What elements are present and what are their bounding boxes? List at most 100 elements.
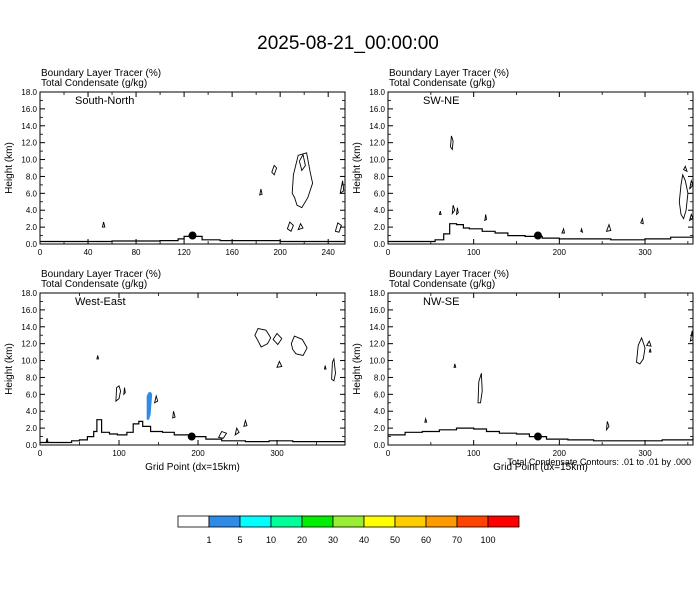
y-axis-label: Height (km) <box>4 142 15 194</box>
y-tick-label: 12.0 <box>21 139 37 148</box>
condensate-contour <box>217 430 228 439</box>
x-tick-label: 200 <box>553 449 567 458</box>
x-tick-label: 0 <box>386 248 391 257</box>
x-tick-label: 240 <box>322 248 336 257</box>
condensate-contour <box>438 210 442 215</box>
var2-label: Total Condensate (g/kg) <box>389 78 495 89</box>
var2-label: Total Condensate (g/kg) <box>41 78 147 89</box>
condensate-contour <box>101 221 106 228</box>
y-tick-label: 0.0 <box>374 240 386 249</box>
y-tick-label: 18.0 <box>369 88 385 97</box>
y-tick-label: 4.0 <box>26 206 38 215</box>
y-tick-label: 6.0 <box>374 189 386 198</box>
location-marker <box>533 432 542 441</box>
y-tick-label: 16.0 <box>21 306 37 315</box>
y-tick-label: 6.0 <box>374 390 386 399</box>
condensate-contour <box>339 180 345 195</box>
x-tick-label: 200 <box>273 248 287 257</box>
x-tick-label: 40 <box>84 248 93 257</box>
y-tick-label: 10.0 <box>369 357 385 366</box>
condensate-contour <box>455 207 459 216</box>
var1-label: Boundary Layer Tracer (%) <box>389 68 509 79</box>
panel-label: South-North <box>75 95 134 107</box>
condensate-contour <box>45 438 49 443</box>
x-tick-label: 300 <box>638 248 652 257</box>
y-tick-label: 8.0 <box>26 172 38 181</box>
y-tick-label: 2.0 <box>26 424 38 433</box>
colorbar-swatch <box>177 515 210 528</box>
colorbar-swatch <box>487 515 520 528</box>
plot-frame <box>387 91 694 245</box>
colorbar-swatch <box>456 515 489 528</box>
x-tick-label: 300 <box>638 449 652 458</box>
y-tick-label: 0.0 <box>26 240 38 249</box>
colorbar-label: 40 <box>359 535 369 545</box>
condensate-contour <box>450 135 454 151</box>
terrain-line <box>388 427 694 442</box>
x-tick-label: 160 <box>225 248 239 257</box>
colorbar-swatch <box>301 515 334 528</box>
colorbar-swatch <box>208 515 241 528</box>
y-tick-label: 18.0 <box>369 289 385 298</box>
condensate-contour <box>484 214 487 222</box>
y-tick-label: 8.0 <box>26 373 38 382</box>
y-tick-label: 2.0 <box>374 424 386 433</box>
plot-frame <box>387 292 694 446</box>
y-tick-label: 10.0 <box>369 156 385 165</box>
y-tick-label: 2.0 <box>374 223 386 232</box>
condensate-contour <box>243 418 248 428</box>
contour-note: Total Condensate Contours: .01 to .01 by… <box>507 457 691 467</box>
colorbar-label: 50 <box>390 535 400 545</box>
y-tick-label: 4.0 <box>374 407 386 416</box>
y-axis-label: Height (km) <box>352 343 363 395</box>
x-axis-label: Grid Point (dx=15km) <box>493 462 588 473</box>
condensate-contour <box>153 394 159 404</box>
panel-label: West-East <box>75 296 126 308</box>
y-tick-label: 6.0 <box>26 189 38 198</box>
panel-label: NW-SE <box>423 296 459 308</box>
y-tick-label: 16.0 <box>21 105 37 114</box>
y-tick-label: 8.0 <box>374 172 386 181</box>
condensate-contour <box>291 152 314 209</box>
y-tick-label: 14.0 <box>21 122 37 131</box>
condensate-contour <box>276 360 283 368</box>
condensate-contour <box>645 340 652 347</box>
condensate-contour <box>334 222 342 233</box>
y-tick-label: 10.0 <box>21 156 37 165</box>
condensate-contour <box>259 188 263 196</box>
y-tick-label: 18.0 <box>21 289 37 298</box>
condensate-contour <box>234 426 240 436</box>
condensate-contour <box>688 212 694 222</box>
x-tick-label: 100 <box>467 248 481 257</box>
condensate-contour <box>605 421 610 432</box>
terrain-line <box>40 419 345 444</box>
location-marker <box>533 231 542 240</box>
condensate-contour <box>453 363 457 368</box>
terrain-line <box>388 223 694 243</box>
condensate-contour <box>298 153 306 172</box>
var2-label: Total Condensate (g/kg) <box>41 279 147 290</box>
condensate-contour <box>115 385 122 403</box>
colorbar-label: 60 <box>421 535 431 545</box>
y-tick-label: 18.0 <box>21 88 37 97</box>
panels: Boundary Layer Tracer (%)Total Condensat… <box>4 68 694 473</box>
y-tick-label: 12.0 <box>21 340 37 349</box>
condensate-contour <box>640 217 644 225</box>
condensate-contour <box>580 227 584 234</box>
colorbar-swatch <box>239 515 272 528</box>
condensate-contour <box>636 336 646 365</box>
panel-sw-ne: Boundary Layer Tracer (%)Total Condensat… <box>352 68 694 257</box>
condensate-contour <box>678 173 689 220</box>
y-tick-label: 2.0 <box>26 223 38 232</box>
x-axis-label: Grid Point (dx=15km) <box>145 462 240 473</box>
y-tick-label: 16.0 <box>369 306 385 315</box>
condensate-contour <box>271 164 278 176</box>
colorbar-label: 10 <box>266 535 276 545</box>
var1-label: Boundary Layer Tracer (%) <box>389 269 509 280</box>
y-tick-label: 6.0 <box>26 390 38 399</box>
location-marker <box>188 231 197 240</box>
x-tick-label: 80 <box>132 248 141 257</box>
x-tick-label: 200 <box>191 449 205 458</box>
condensate-contour <box>172 411 176 419</box>
condensate-contour <box>682 165 688 173</box>
